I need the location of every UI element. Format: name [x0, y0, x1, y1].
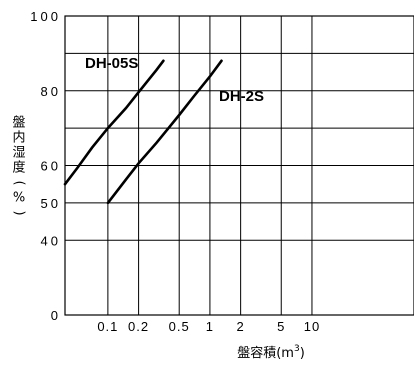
series-lines [63, 59, 223, 205]
x-tick-label: 0.1 [97, 319, 118, 334]
x-tick-label: 2 [237, 319, 245, 334]
x-tick-label: 5 [277, 319, 285, 334]
series-label-1: DH-05S [85, 55, 138, 72]
x-axis-title: 盤容積(m3) [237, 344, 305, 361]
x-tick-label: 0.2 [128, 319, 149, 334]
y-tick-label: 50 [41, 196, 61, 211]
y-tick-label: 80 [41, 84, 61, 99]
y-tick-label: 60 [41, 159, 61, 174]
y-axis-title-char: ) [12, 210, 27, 215]
y-axis-title-char: 湿 [12, 146, 25, 161]
x-tick-label: 0.5 [169, 319, 190, 334]
grid [64, 15, 414, 316]
y-axis-title-char: ( [12, 180, 27, 185]
y-axis-title-char: 度 [12, 160, 25, 176]
series-line-1 [63, 59, 165, 186]
y-tick-label: 40 [41, 233, 61, 248]
y-tick-label: 100 [30, 9, 61, 24]
y-axis-title-char: % [13, 191, 25, 206]
y-axis-title-char: 内 [12, 130, 25, 146]
y-axis-title-char: 盤 [12, 116, 25, 131]
x-tick-label: 10 [304, 319, 320, 334]
y-tick-label: 0 [51, 308, 61, 323]
series-line-2 [106, 59, 223, 205]
x-tick-label: 1 [206, 319, 214, 334]
series-labels: DH-05S DH-2S [85, 55, 264, 105]
series-label-2: DH-2S [219, 88, 264, 105]
tick-labels: 0 40 50 60 80 100 0.1 0.2 0.5 1 2 5 10 [30, 9, 320, 334]
